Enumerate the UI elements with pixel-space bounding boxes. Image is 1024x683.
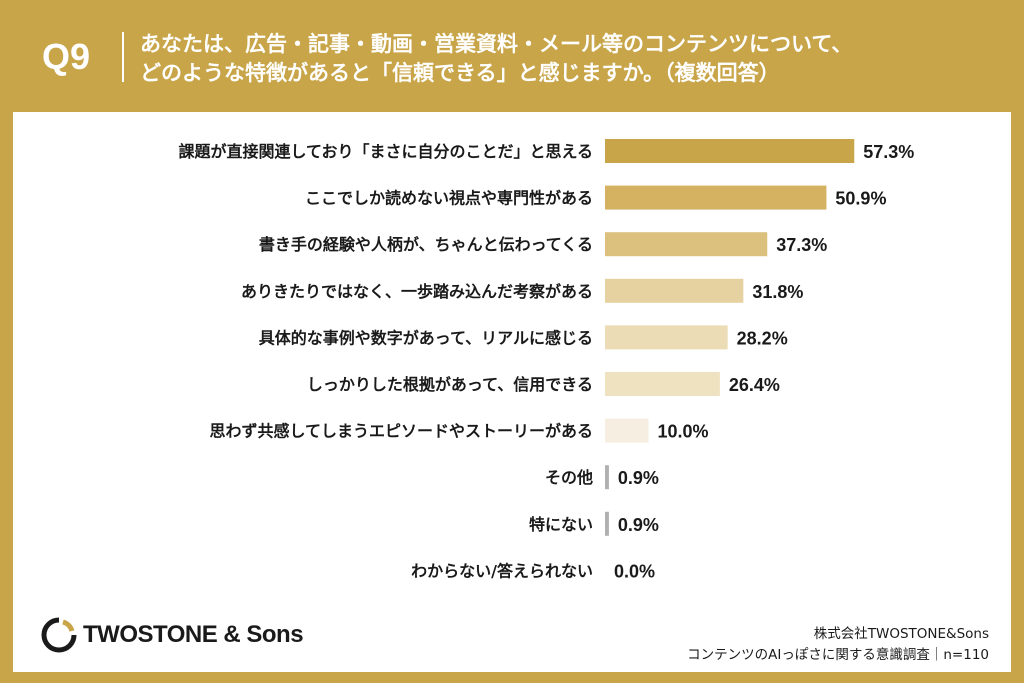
- category-label: 思わず共感してしまうエピソードやストーリーがある: [209, 422, 593, 441]
- footer-credits: 株式会社TWOSTONE&Sons コンテンツのAIっぽさに関する意識調査｜n=…: [687, 624, 989, 666]
- value-label: 28.2%: [737, 328, 788, 348]
- category-label: わからない/答えられない: [411, 561, 593, 580]
- company-name: 株式会社TWOSTONE&Sons: [813, 626, 989, 642]
- bar: [605, 511, 609, 536]
- question-text: あなたは、広告・記事・動画・営業資料・メール等のコンテンツについて、 どのような…: [140, 30, 1000, 88]
- category-label: 課題が直接関連しており「まさに自分のことだ」と思える: [178, 142, 593, 161]
- category-label: ありきたりではなく、一歩踏み込んだ考察がある: [241, 282, 593, 301]
- category-label: 特にない: [529, 515, 593, 534]
- question-line-1: あなたは、広告・記事・動画・営業資料・メール等のコンテンツについて、: [140, 32, 853, 56]
- brand-logo-text: TWOSTONE & Sons: [83, 621, 304, 648]
- question-line-2: どのような特徴があると「信頼できる」と感じますか。（複数回答）: [140, 61, 780, 85]
- value-label: 0.0%: [614, 561, 655, 581]
- category-label: しっかりした根拠があって、信用できる: [307, 375, 593, 394]
- bar-chart: 課題が直接関連しており「まさに自分のことだ」と思える 57.3% ここでしか読めない…: [178, 139, 914, 581]
- brand-mark-icon: [41, 617, 77, 653]
- category-label: その他: [545, 468, 593, 487]
- value-label: 26.4%: [729, 375, 780, 395]
- value-label: 37.3%: [776, 235, 827, 255]
- value-label: 0.9%: [618, 468, 659, 488]
- bar: [605, 325, 728, 350]
- bar: [605, 465, 609, 490]
- bar: [605, 418, 649, 443]
- bar: [605, 232, 768, 257]
- bar: [605, 185, 827, 210]
- value-label: 57.3%: [863, 142, 914, 162]
- bar: [605, 278, 744, 303]
- value-label: 31.8%: [752, 282, 803, 302]
- header-divider: [122, 32, 124, 82]
- header: Q9 あなたは、広告・記事・動画・営業資料・メール等のコンテンツについて、 どの…: [0, 0, 1024, 110]
- category-label: 書き手の経験や人柄が、ちゃんと伝わってくる: [259, 235, 593, 254]
- value-label: 10.0%: [658, 422, 709, 442]
- bar: [605, 372, 720, 396]
- question-number: Q9: [42, 36, 91, 77]
- bar: [605, 139, 855, 163]
- value-label: 50.9%: [835, 189, 886, 209]
- category-label: ここでしか読めない視点や専門性がある: [305, 189, 593, 208]
- value-label: 0.9%: [618, 515, 659, 535]
- category-label: 具体的な事例や数字があって、リアルに感じる: [259, 328, 593, 347]
- chart-panel: 課題が直接関連しており「まさに自分のことだ」と思える 57.3% ここでしか読めない…: [13, 112, 1011, 672]
- survey-name: コンテンツのAIっぽさに関する意識調査｜n=110: [687, 647, 989, 663]
- brand-logo: TWOSTONE & Sons: [41, 617, 304, 653]
